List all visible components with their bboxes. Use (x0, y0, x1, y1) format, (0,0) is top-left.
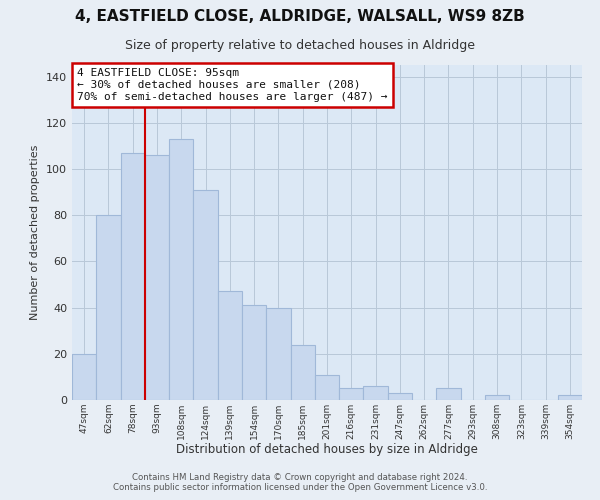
Text: 4, EASTFIELD CLOSE, ALDRIDGE, WALSALL, WS9 8ZB: 4, EASTFIELD CLOSE, ALDRIDGE, WALSALL, W… (75, 9, 525, 24)
Text: Distribution of detached houses by size in Aldridge: Distribution of detached houses by size … (176, 442, 478, 456)
Bar (485, 396, 509, 400)
Bar (290, 344, 315, 400)
Bar (218, 292, 242, 400)
Bar (364, 386, 388, 400)
Bar (315, 374, 339, 400)
Y-axis label: Number of detached properties: Number of detached properties (31, 145, 40, 320)
Bar (96, 215, 121, 400)
Bar (193, 190, 218, 400)
Bar (558, 396, 582, 400)
Text: Contains HM Land Registry data © Crown copyright and database right 2024.: Contains HM Land Registry data © Crown c… (132, 472, 468, 482)
Bar (388, 393, 412, 400)
Bar (145, 155, 169, 400)
Bar (339, 388, 364, 400)
Text: Contains public sector information licensed under the Open Government Licence v3: Contains public sector information licen… (113, 484, 487, 492)
Bar (121, 153, 145, 400)
Bar (72, 354, 96, 400)
Bar (436, 388, 461, 400)
Text: 4 EASTFIELD CLOSE: 95sqm
← 30% of detached houses are smaller (208)
70% of semi-: 4 EASTFIELD CLOSE: 95sqm ← 30% of detach… (77, 68, 388, 102)
Text: Size of property relative to detached houses in Aldridge: Size of property relative to detached ho… (125, 39, 475, 52)
Bar (169, 139, 193, 400)
Bar (242, 306, 266, 400)
Bar (266, 308, 290, 400)
